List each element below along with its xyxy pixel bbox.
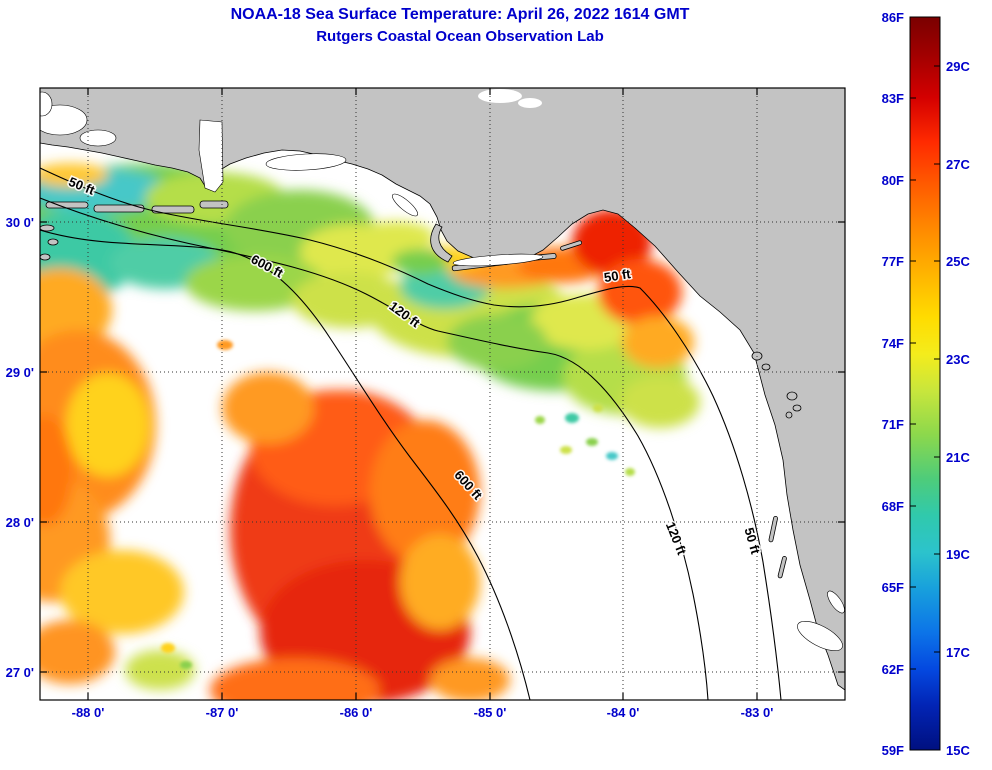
islet (785, 411, 793, 419)
contour-50ft (40, 167, 782, 700)
barrier-island (151, 205, 195, 214)
temperature-colorbar: 86F 83F 80F 77F 74F 71F 68F 65F 62F 59F … (882, 10, 971, 758)
y-axis-tick-label: 28 0' (6, 515, 34, 530)
sst-temperature-field (40, 163, 700, 700)
colorbar-celsius-label: 27C (946, 157, 970, 172)
x-axis-labels: -88 0' -87 0' -86 0' -85 0' -84 0' -83 0… (72, 705, 774, 720)
colorbar-fahrenheit-label: 83F (882, 91, 904, 106)
colorbar-celsius-label: 23C (946, 352, 970, 367)
colorbar-ticks (910, 65, 940, 670)
axis-ticks (40, 88, 845, 700)
colorbar-fahrenheit-label: 80F (882, 173, 904, 188)
y-axis-tick-label: 30 0' (6, 215, 34, 230)
colorbar-celsius-label: 25C (946, 254, 970, 269)
colorbar-celsius-label: 17C (946, 645, 970, 660)
sst-speckles (161, 340, 635, 669)
islet (47, 238, 59, 246)
x-axis-tick-label: -83 0' (741, 705, 774, 720)
cloud-over-land (478, 89, 522, 103)
colorbar-fahrenheit-scale: 86F 83F 80F 77F 74F 71F 68F 65F 62F 59F (882, 10, 904, 758)
islet (768, 515, 778, 543)
contour-depth-label: 50 ft (603, 266, 632, 285)
islet (777, 556, 787, 579)
tampa-bay (797, 621, 843, 651)
st-andrew-bay (392, 193, 418, 217)
colorbar-fahrenheit-label: 59F (882, 743, 904, 758)
x-axis-tick-label: -88 0' (72, 705, 105, 720)
colorbar-fahrenheit-label: 62F (882, 662, 904, 677)
islet (40, 224, 55, 232)
figure-header: NOAA-18 Sea Surface Temperature: April 2… (0, 4, 920, 48)
colorbar-celsius-label: 29C (946, 59, 970, 74)
bathymetry-contours (40, 167, 782, 700)
islet (40, 253, 51, 261)
x-axis-tick-label: -86 0' (340, 705, 373, 720)
cloud-over-land (518, 98, 542, 108)
apalachicola-bay (452, 253, 544, 267)
colorbar-fahrenheit-label: 74F (882, 336, 904, 351)
islet (792, 404, 802, 412)
colorbar-fahrenheit-label: 86F (882, 10, 904, 25)
figure-title: NOAA-18 Sea Surface Temperature: April 2… (230, 6, 690, 23)
y-axis-labels: 30 0' 29 0' 28 0' 27 0' (6, 215, 34, 680)
bays-inland-water (40, 89, 845, 651)
map-plot: 50 ft 600 ft 120 ft 50 ft 600 ft 120 ft … (6, 87, 846, 720)
cape-hook (430, 223, 453, 263)
colorbar-fahrenheit-label: 71F (882, 417, 904, 432)
mainland-coastline (40, 88, 845, 691)
x-axis-tick-label: -84 0' (607, 705, 640, 720)
colorbar-celsius-label: 15C (946, 743, 970, 758)
barrier-island (560, 240, 583, 251)
islet (761, 363, 771, 371)
tampa-bay-arm (827, 590, 845, 614)
colorbar-celsius-label: 21C (946, 450, 970, 465)
lake-water (79, 129, 117, 147)
colorbar-celsius-scale: 29C 27C 25C 23C 21C 19C 17C 15C (946, 59, 970, 758)
figure-subtitle: Rutgers Coastal Ocean Observation Lab (316, 28, 604, 45)
colorbar-fahrenheit-label: 68F (882, 499, 904, 514)
lake-water (40, 91, 53, 117)
barrier-island (199, 200, 229, 209)
mobile-bay (198, 119, 224, 193)
colorbar-fahrenheit-label: 77F (882, 254, 904, 269)
lake-water (40, 104, 88, 136)
contour-600ft (40, 229, 531, 700)
colorbar-celsius-label: 19C (946, 547, 970, 562)
y-axis-tick-label: 27 0' (6, 665, 34, 680)
colorbar-gradient (909, 16, 941, 751)
islet (786, 391, 798, 401)
colorbar-fahrenheit-label: 65F (882, 580, 904, 595)
plot-border (39, 87, 846, 701)
y-axis-tick-label: 29 0' (6, 365, 34, 380)
x-axis-tick-label: -85 0' (474, 705, 507, 720)
choctawhatchee-bay (265, 153, 347, 171)
x-axis-tick-label: -87 0' (206, 705, 239, 720)
